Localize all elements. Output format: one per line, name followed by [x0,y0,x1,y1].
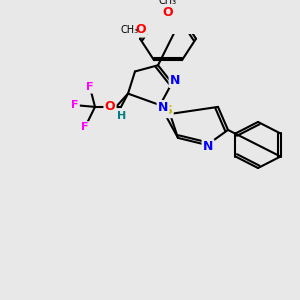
Text: N: N [170,74,180,87]
Text: N: N [158,101,168,114]
Text: S: S [164,104,172,117]
Text: CH₃: CH₃ [159,0,177,6]
Text: H: H [117,111,127,121]
Text: O: O [163,6,173,19]
Text: CH₃: CH₃ [121,25,139,35]
Text: O: O [105,100,115,113]
Text: N: N [203,140,213,153]
Text: O: O [136,23,146,36]
Text: F: F [86,82,94,92]
Text: F: F [71,100,79,110]
Text: F: F [81,122,89,132]
